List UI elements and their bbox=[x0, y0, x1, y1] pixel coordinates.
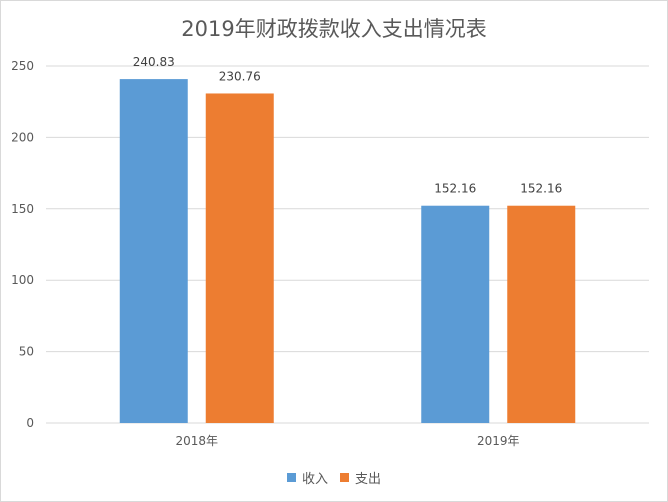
chart-legend: 收入 支出 bbox=[1, 468, 667, 487]
data-label: 240.83 bbox=[133, 55, 175, 69]
bar bbox=[119, 79, 188, 423]
x-tick-label: 2018年 bbox=[175, 434, 218, 448]
legend-swatch-expense bbox=[340, 473, 349, 482]
y-tick-label: 0 bbox=[26, 416, 34, 430]
bar bbox=[507, 205, 576, 423]
bar bbox=[205, 93, 274, 423]
data-label: 152.16 bbox=[520, 182, 562, 196]
y-tick-label: 50 bbox=[19, 345, 34, 359]
legend-item-income: 收入 bbox=[286, 468, 328, 487]
legend-label-income: 收入 bbox=[301, 472, 328, 487]
bar bbox=[421, 205, 490, 423]
legend-swatch-income bbox=[286, 473, 296, 482]
y-tick-label: 200 bbox=[11, 130, 34, 144]
data-label: 230.76 bbox=[219, 69, 261, 83]
chart-title: 2019年财政拨款收入支出情况表 bbox=[181, 17, 487, 41]
data-label: 152.16 bbox=[434, 182, 476, 196]
y-tick-label: 150 bbox=[11, 202, 34, 216]
legend-label-expense: 支出 bbox=[355, 472, 382, 487]
legend-item-expense: 支出 bbox=[340, 468, 381, 487]
y-tick-label: 100 bbox=[11, 273, 34, 287]
y-tick-label: 250 bbox=[11, 59, 34, 73]
x-tick-label: 2019年 bbox=[477, 434, 520, 448]
